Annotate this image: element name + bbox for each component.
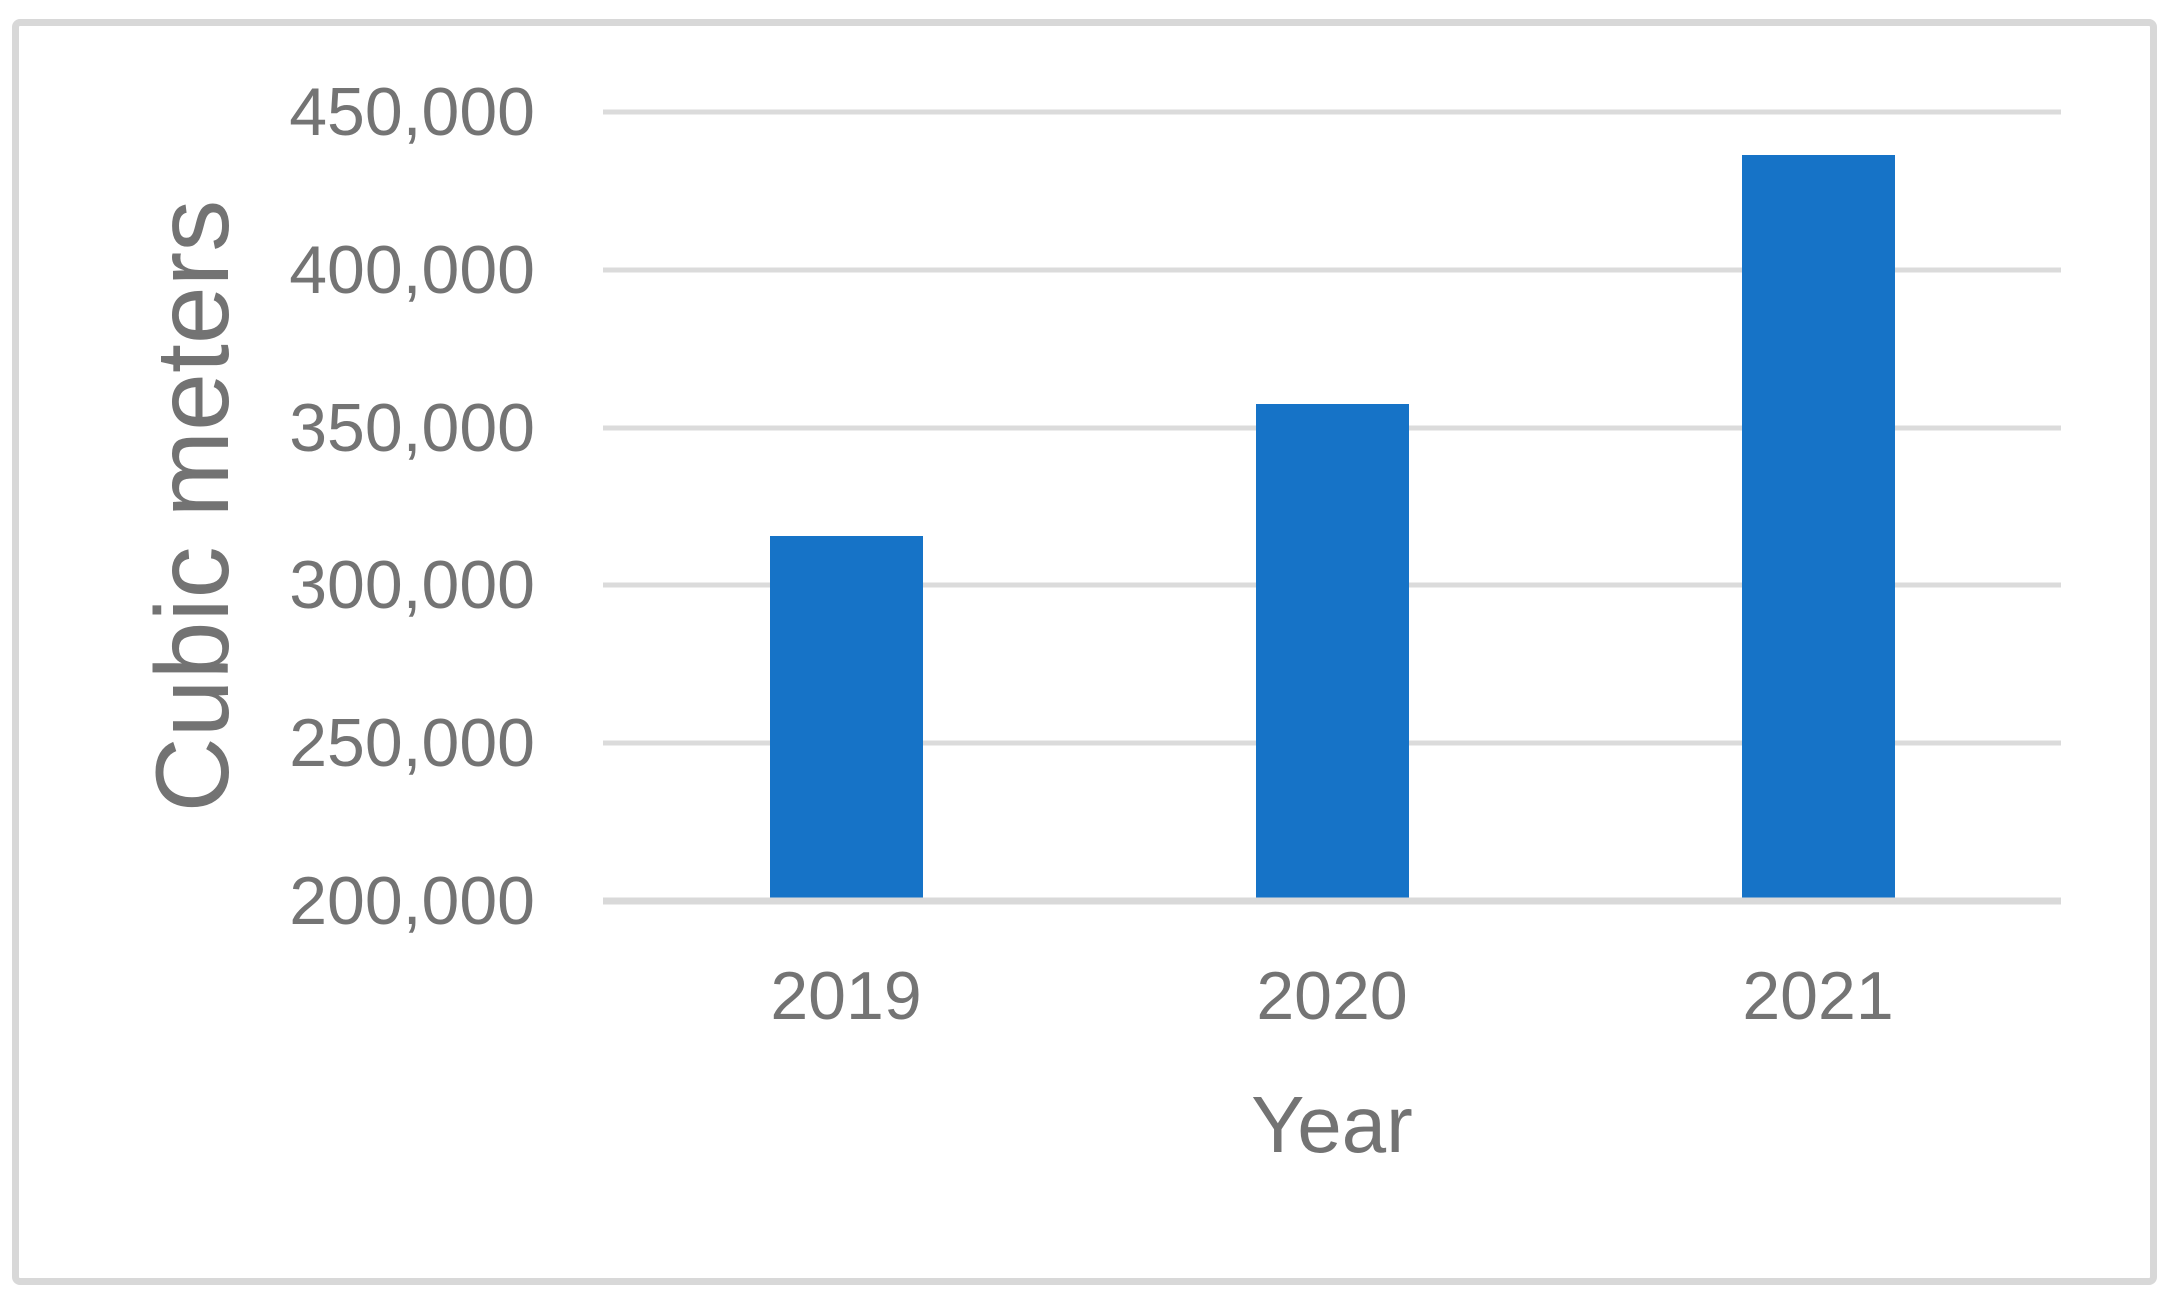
x-axis-line [603, 897, 2061, 905]
y-tick-label-450000: 450,000 [289, 74, 535, 150]
y-tick-label-350000: 350,000 [289, 389, 535, 466]
x-axis-title: Year [1251, 1080, 1413, 1169]
y-tick-label-400000: 400,000 [289, 231, 535, 308]
x-tick-label-2020: 2020 [1256, 958, 1408, 1034]
gridline-400000 [603, 267, 2061, 273]
bar-2020 [1255, 403, 1409, 901]
gridline-450000 [603, 109, 2061, 115]
bar-2021 [1741, 154, 1895, 901]
y-tick-label-200000: 200,000 [289, 863, 535, 939]
plot-area [603, 109, 2061, 905]
x-tick-label-2019: 2019 [770, 958, 922, 1034]
y-tick-label-250000: 250,000 [289, 705, 535, 782]
bar-2019 [769, 536, 923, 901]
y-axis-tick-labels: 200,000 250,000 300,000 350,000 400,000 450,0… [0, 0, 535, 1309]
y-tick-label-300000: 300,000 [289, 547, 535, 624]
x-tick-label-2021: 2021 [1742, 958, 1894, 1034]
